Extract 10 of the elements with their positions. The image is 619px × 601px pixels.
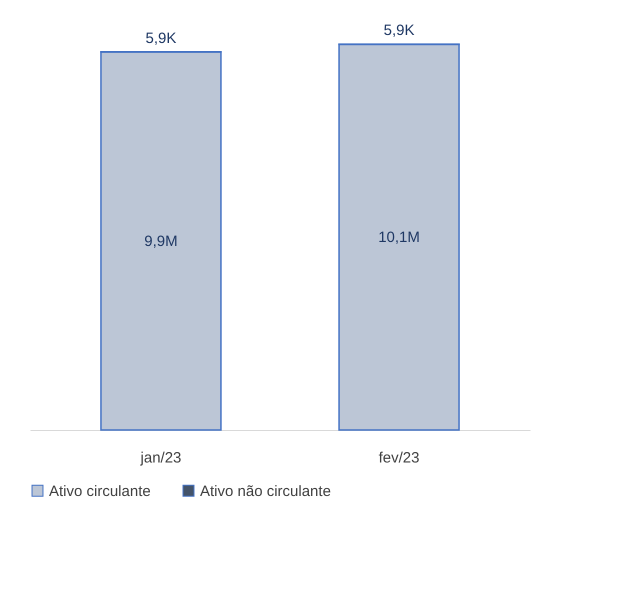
data-label: 5,9K [384,22,414,40]
data-label: 5,9K [146,30,176,47]
legend-label: Ativo não circulante [200,482,331,500]
x-tick-label: jan/23 [140,450,182,466]
bar [100,51,222,431]
bar [338,44,460,431]
legend-label: Ativo circulante [49,482,151,500]
data-label: 9,9M [144,233,178,250]
data-label: 10,1M [378,229,420,246]
x-tick-label: fev/23 [378,450,420,466]
